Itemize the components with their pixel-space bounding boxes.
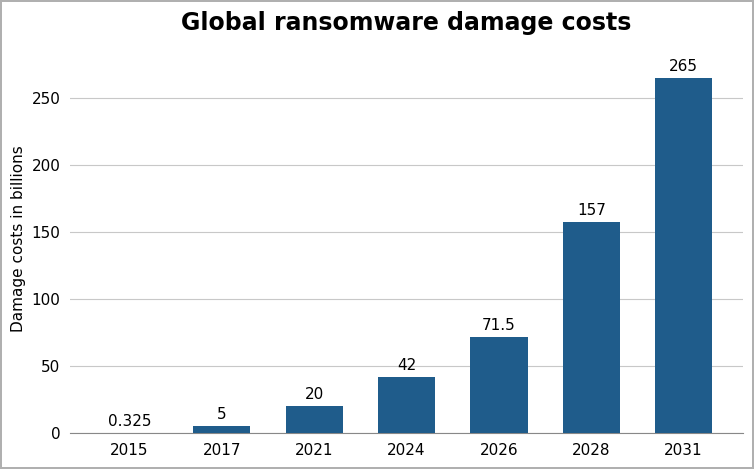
Bar — [378, 377, 435, 433]
Bar — [655, 77, 713, 433]
Text: 71.5: 71.5 — [482, 318, 516, 333]
Bar — [470, 337, 528, 433]
Bar — [562, 222, 620, 433]
Text: 5: 5 — [217, 408, 227, 423]
Bar — [286, 406, 343, 433]
Text: 42: 42 — [397, 358, 416, 373]
Y-axis label: Damage costs in billions: Damage costs in billions — [11, 145, 26, 332]
Text: 157: 157 — [577, 204, 605, 219]
Text: 20: 20 — [305, 387, 323, 402]
Title: Global ransomware damage costs: Global ransomware damage costs — [182, 11, 632, 35]
Bar — [193, 426, 250, 433]
Text: 265: 265 — [670, 59, 698, 74]
Text: 0.325: 0.325 — [108, 414, 152, 429]
